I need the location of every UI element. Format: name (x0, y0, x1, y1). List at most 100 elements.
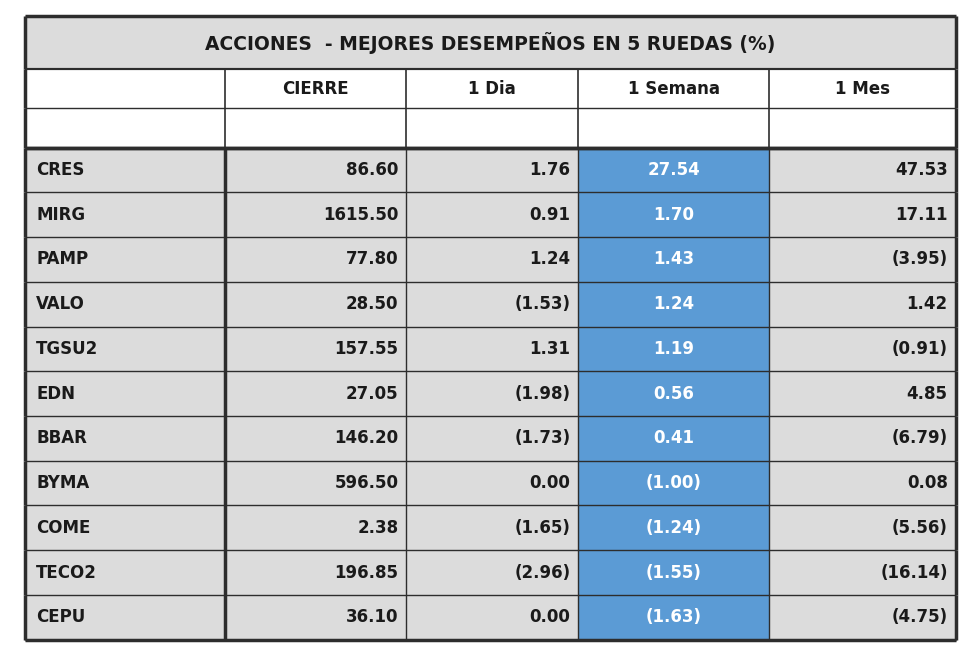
Bar (224, 327, 406, 371)
Bar (578, 416, 769, 461)
Text: 0.08: 0.08 (906, 474, 948, 492)
Bar (769, 416, 956, 461)
Bar (224, 371, 406, 416)
Text: (1.55): (1.55) (646, 564, 702, 581)
Text: 2.38: 2.38 (358, 519, 398, 537)
Bar (224, 595, 406, 640)
Text: 0.91: 0.91 (529, 206, 570, 224)
Bar (578, 595, 769, 640)
Bar (406, 237, 578, 282)
Bar (578, 371, 769, 416)
Text: 0.00: 0.00 (530, 608, 570, 626)
Text: 86.60: 86.60 (346, 161, 398, 179)
Bar (24, 461, 224, 505)
Bar (24, 148, 224, 192)
Bar (224, 416, 406, 461)
Text: 1 Dia: 1 Dia (468, 79, 516, 98)
Text: 27.05: 27.05 (346, 384, 398, 403)
Text: (1.98): (1.98) (514, 384, 570, 403)
Text: (1.24): (1.24) (646, 519, 702, 537)
Bar (769, 237, 956, 282)
Text: 0.00: 0.00 (530, 474, 570, 492)
Bar (24, 192, 224, 237)
Bar (578, 148, 769, 192)
Bar (24, 327, 224, 371)
Bar (406, 282, 578, 327)
Bar (224, 282, 406, 327)
Text: 4.85: 4.85 (906, 384, 948, 403)
Bar (769, 550, 956, 595)
Text: 1.24: 1.24 (529, 251, 570, 268)
Bar (406, 327, 578, 371)
Bar (224, 148, 406, 192)
Bar (224, 237, 406, 282)
Text: EDN: EDN (36, 384, 75, 403)
Text: 157.55: 157.55 (334, 340, 398, 358)
Bar (24, 16, 956, 69)
Text: BYMA: BYMA (36, 474, 89, 492)
Text: (1.63): (1.63) (646, 608, 702, 626)
Text: CEPU: CEPU (36, 608, 85, 626)
Bar (769, 282, 956, 327)
Bar (769, 461, 956, 505)
Text: 36.10: 36.10 (346, 608, 398, 626)
Bar (24, 371, 224, 416)
Text: (1.65): (1.65) (514, 519, 570, 537)
Bar (406, 148, 578, 192)
Bar (769, 371, 956, 416)
Text: 1 Semana: 1 Semana (628, 79, 720, 98)
Text: 0.56: 0.56 (654, 384, 694, 403)
Text: 1 Mes: 1 Mes (835, 79, 890, 98)
Text: 1.42: 1.42 (906, 295, 948, 313)
Text: 1615.50: 1615.50 (323, 206, 398, 224)
Bar (578, 505, 769, 550)
Bar (224, 505, 406, 550)
Text: (2.96): (2.96) (514, 564, 570, 581)
Text: CIERRE: CIERRE (282, 79, 349, 98)
Bar (769, 327, 956, 371)
Text: 77.80: 77.80 (346, 251, 398, 268)
Text: (1.00): (1.00) (646, 474, 702, 492)
Text: TECO2: TECO2 (36, 564, 97, 581)
Bar (24, 69, 956, 108)
Text: 196.85: 196.85 (334, 564, 398, 581)
Bar (578, 282, 769, 327)
Bar (578, 192, 769, 237)
Text: (0.91): (0.91) (892, 340, 948, 358)
Bar (406, 461, 578, 505)
Text: (1.53): (1.53) (514, 295, 570, 313)
Bar (578, 237, 769, 282)
Bar (769, 148, 956, 192)
Text: 1.19: 1.19 (654, 340, 695, 358)
Bar (406, 192, 578, 237)
Bar (24, 595, 224, 640)
Bar (406, 371, 578, 416)
Bar (224, 550, 406, 595)
Bar (406, 416, 578, 461)
Text: TGSU2: TGSU2 (36, 340, 99, 358)
Text: VALO: VALO (36, 295, 85, 313)
Text: 27.54: 27.54 (648, 161, 701, 179)
Text: 17.11: 17.11 (895, 206, 948, 224)
Text: 1.76: 1.76 (529, 161, 570, 179)
Text: (16.14): (16.14) (880, 564, 948, 581)
Bar (769, 505, 956, 550)
Text: (3.95): (3.95) (892, 251, 948, 268)
Text: 146.20: 146.20 (334, 429, 398, 447)
Bar (24, 237, 224, 282)
Text: 596.50: 596.50 (334, 474, 398, 492)
Text: CRES: CRES (36, 161, 84, 179)
Bar (578, 327, 769, 371)
Bar (578, 461, 769, 505)
Bar (578, 550, 769, 595)
Text: ACCIONES  - MEJORES DESEMPEÑOS EN 5 RUEDAS (%): ACCIONES - MEJORES DESEMPEÑOS EN 5 RUEDA… (205, 31, 775, 54)
Text: 1.70: 1.70 (654, 206, 695, 224)
Text: COME: COME (36, 519, 90, 537)
Bar (24, 108, 956, 148)
Bar (24, 282, 224, 327)
Text: 1.24: 1.24 (654, 295, 695, 313)
Text: 47.53: 47.53 (895, 161, 948, 179)
Bar (24, 550, 224, 595)
Bar (224, 192, 406, 237)
Text: BBAR: BBAR (36, 429, 87, 447)
